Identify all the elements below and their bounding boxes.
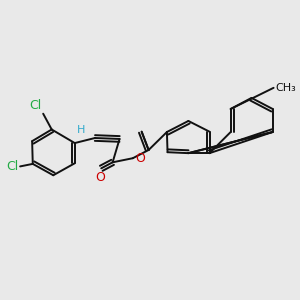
Text: Cl: Cl	[7, 160, 19, 173]
Text: Cl: Cl	[29, 99, 42, 112]
Text: O: O	[95, 171, 105, 184]
Text: CH₃: CH₃	[275, 83, 296, 93]
Text: H: H	[76, 125, 85, 135]
Text: O: O	[136, 152, 146, 165]
